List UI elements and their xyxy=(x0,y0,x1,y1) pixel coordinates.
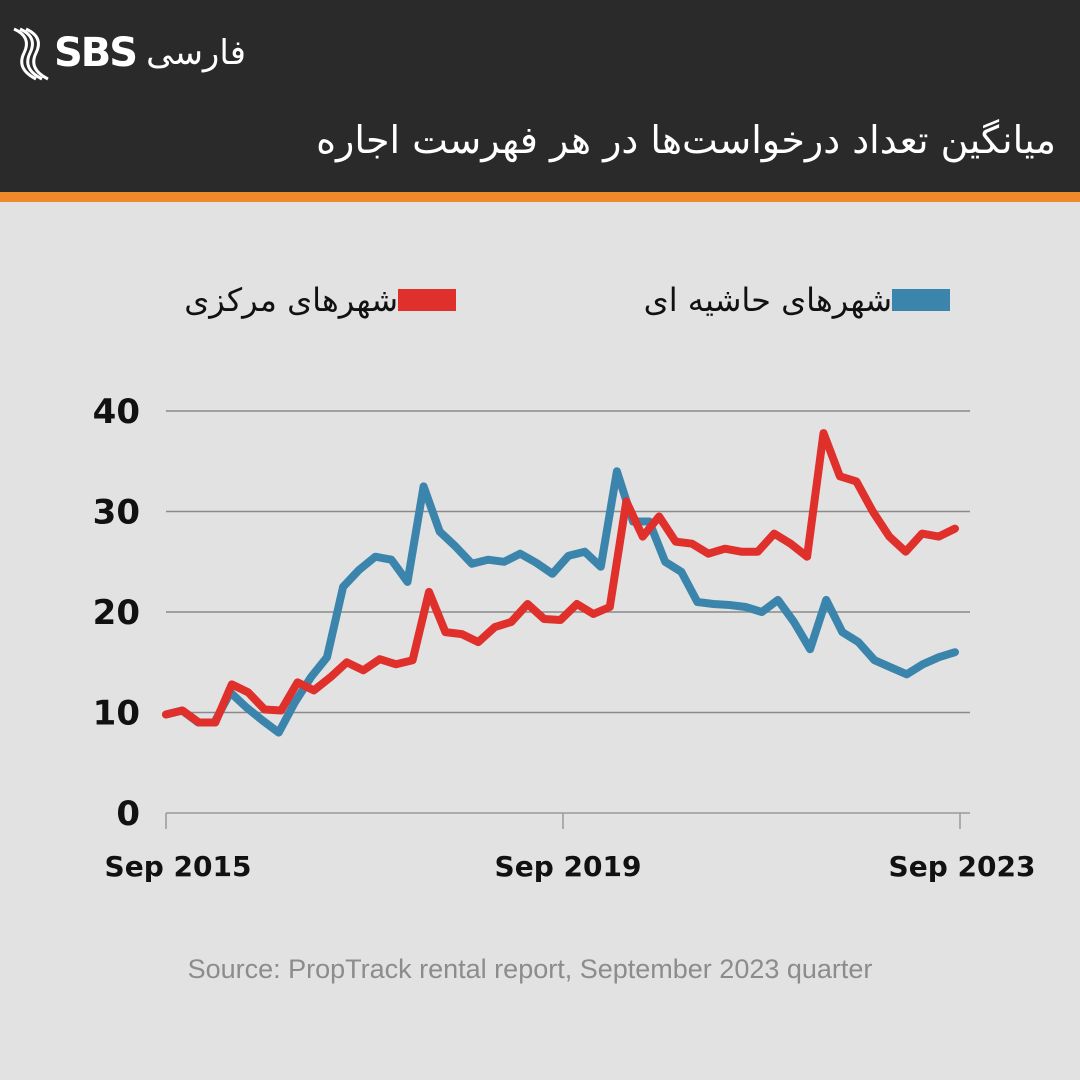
source-note: Source: PropTrack rental report, Septemb… xyxy=(187,954,873,984)
y-tick-label-20: 20 xyxy=(93,593,140,633)
x-tick-label-2: Sep 2023 xyxy=(889,850,1036,883)
header-accent-bar xyxy=(0,192,1080,202)
legend-swatch-capital xyxy=(398,289,456,311)
legend-swatch-regional xyxy=(892,289,950,311)
legend-item-capital: شهرهای مرکزی xyxy=(172,270,456,330)
y-tick-label-10: 10 xyxy=(93,694,140,734)
legend-item-regional: شهرهای حاشیه ای xyxy=(632,270,950,330)
logo-text: SBS xyxy=(54,30,138,76)
series-line-capital xyxy=(162,429,959,727)
y-tick-label-0: 0 xyxy=(116,794,140,834)
sbs-logo[interactable]: SBS فارسی xyxy=(10,18,246,88)
page-title: میانگین تعداد درخواست‌ها در هر فهرست اجا… xyxy=(316,118,1056,162)
y-tick-label-30: 30 xyxy=(93,493,140,533)
header-bar xyxy=(0,0,1080,192)
legend-label-regional: شهرهای حاشیه ای xyxy=(643,281,892,319)
logo-language: فارسی xyxy=(146,33,246,73)
x-tick-label-0: Sep 2015 xyxy=(105,850,252,883)
legend-label-capital: شهرهای مرکزی xyxy=(184,281,398,319)
x-tick-label-1: Sep 2019 xyxy=(495,850,642,883)
series-line-regional xyxy=(162,467,959,737)
y-tick-label-40: 40 xyxy=(93,392,140,432)
sbs-wave-icon xyxy=(13,27,49,81)
